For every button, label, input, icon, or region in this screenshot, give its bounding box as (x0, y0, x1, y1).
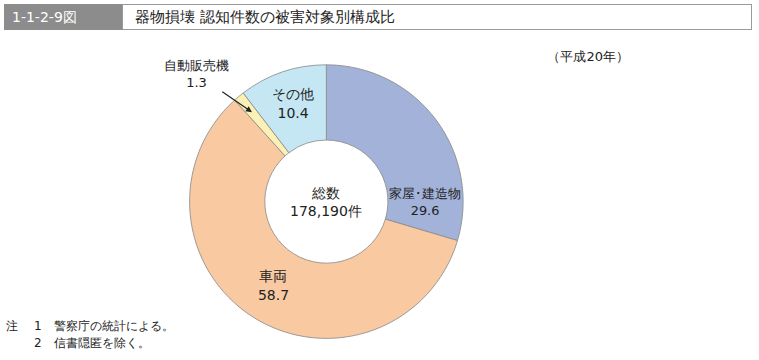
html-text:1 警察庁の統計による。: 1 警察庁の統計による。 (34, 319, 174, 333)
html-text:2 信書隠匿を除く。: 2 信書隠匿を除く。 (34, 336, 150, 350)
svg-text:車両58.7: 車両58.7 (258, 268, 289, 302)
svg-text:自動販売機1.3: 自動販売機1.3 (164, 58, 229, 90)
svg-text:家屋･建造物29.6: 家屋･建造物29.6 (389, 186, 461, 218)
html-text:（平成20年）: （平成20年） (547, 49, 629, 64)
svg-text:その他10.4: その他10.4 (272, 86, 314, 120)
html-text:注: 注 (6, 319, 18, 333)
svg-text:総数178,190件: 総数178,190件 (290, 185, 362, 219)
html-text:1-1-2-9図: 1-1-2-9図 (12, 9, 77, 25)
html-text:器物損壊 認知件数の被害対象別構成比: 器物損壊 認知件数の被害対象別構成比 (135, 8, 395, 26)
